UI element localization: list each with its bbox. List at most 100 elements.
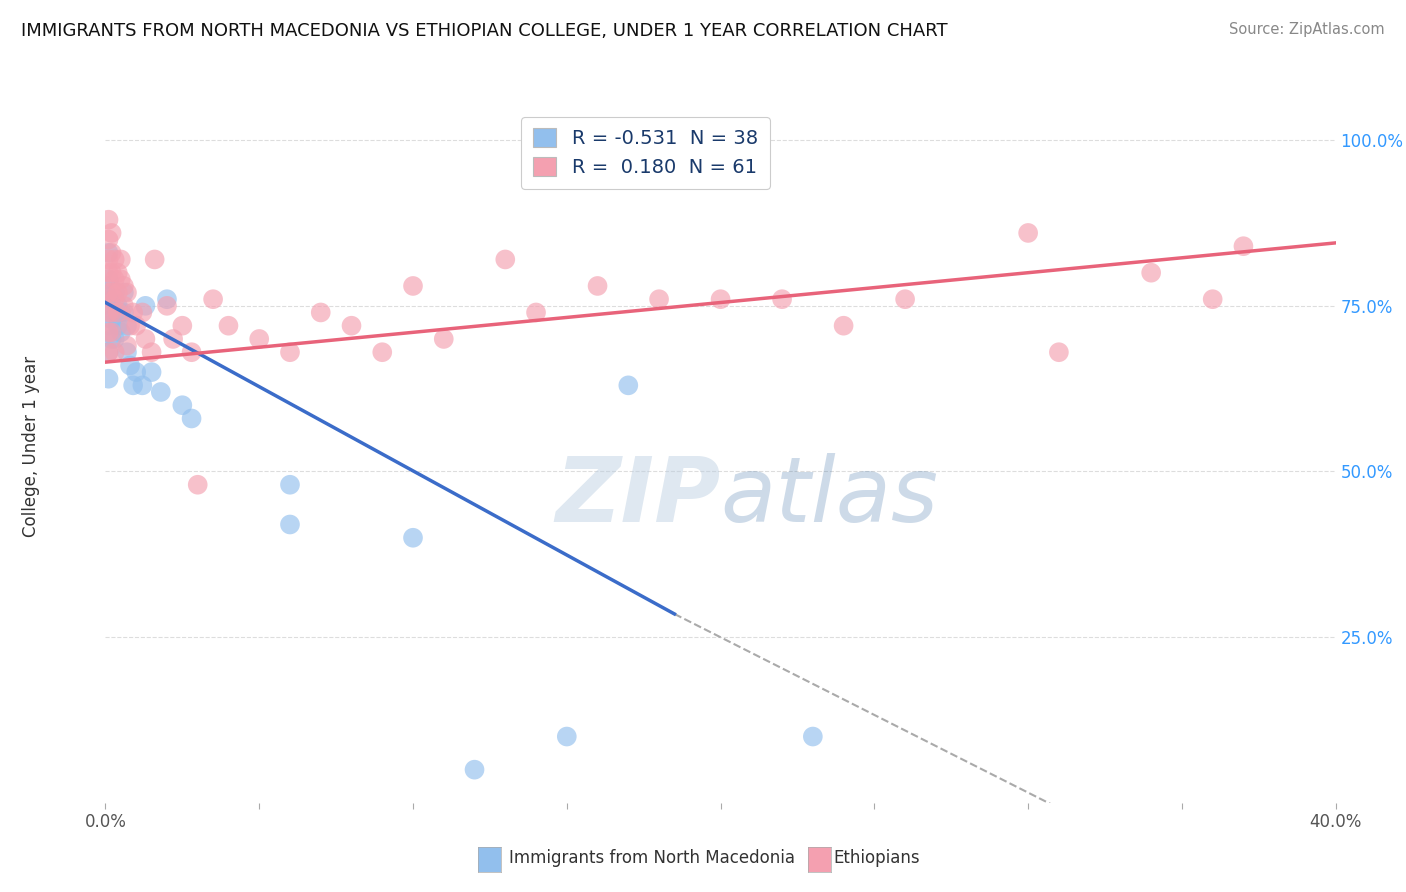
Point bbox=[110, 272, 132, 286]
Point bbox=[402, 531, 425, 545]
Point bbox=[107, 285, 129, 300]
Point bbox=[110, 252, 132, 267]
Point bbox=[710, 292, 733, 306]
Point bbox=[555, 730, 578, 744]
Point bbox=[149, 384, 172, 399]
Point bbox=[97, 272, 120, 286]
Text: IMMIGRANTS FROM NORTH MACEDONIA VS ETHIOPIAN COLLEGE, UNDER 1 YEAR CORRELATION C: IMMIGRANTS FROM NORTH MACEDONIA VS ETHIO… bbox=[21, 22, 948, 40]
Point bbox=[100, 226, 122, 240]
Point bbox=[110, 326, 132, 340]
Text: Source: ZipAtlas.com: Source: ZipAtlas.com bbox=[1229, 22, 1385, 37]
Point bbox=[110, 305, 132, 319]
Point bbox=[617, 378, 640, 392]
Point bbox=[278, 345, 301, 359]
Point bbox=[100, 332, 122, 346]
Point bbox=[104, 252, 127, 267]
Point bbox=[1017, 226, 1039, 240]
Point bbox=[648, 292, 671, 306]
Point bbox=[100, 326, 122, 340]
Point bbox=[104, 292, 127, 306]
Point bbox=[97, 233, 120, 247]
Point bbox=[100, 266, 122, 280]
Point bbox=[112, 305, 135, 319]
Point bbox=[586, 279, 609, 293]
Point bbox=[122, 305, 145, 319]
Point bbox=[278, 517, 301, 532]
Point bbox=[97, 305, 120, 319]
Point bbox=[172, 318, 194, 333]
Point bbox=[134, 299, 156, 313]
Point bbox=[100, 292, 122, 306]
Point bbox=[218, 318, 240, 333]
Point bbox=[107, 318, 129, 333]
Point bbox=[141, 345, 163, 359]
Point bbox=[112, 299, 135, 313]
Point bbox=[97, 326, 120, 340]
Point bbox=[131, 305, 153, 319]
Point bbox=[801, 730, 824, 744]
Point bbox=[120, 359, 141, 373]
Point bbox=[278, 477, 301, 491]
Point bbox=[1047, 345, 1070, 359]
Point bbox=[371, 345, 394, 359]
Point bbox=[115, 338, 138, 352]
Point bbox=[433, 332, 456, 346]
Point bbox=[120, 318, 141, 333]
Point bbox=[97, 372, 120, 386]
Point bbox=[402, 279, 425, 293]
Point bbox=[494, 252, 516, 267]
Point bbox=[340, 318, 363, 333]
Point bbox=[97, 299, 120, 313]
Point bbox=[100, 285, 122, 300]
Point bbox=[104, 332, 127, 346]
Point bbox=[134, 332, 156, 346]
Point bbox=[100, 305, 122, 319]
Point bbox=[122, 378, 145, 392]
Point bbox=[464, 763, 486, 777]
Point bbox=[104, 285, 127, 300]
Point bbox=[125, 365, 148, 379]
Point bbox=[832, 318, 855, 333]
Point bbox=[97, 318, 120, 333]
Point bbox=[180, 411, 202, 425]
Point bbox=[107, 299, 129, 313]
Point bbox=[1232, 239, 1254, 253]
Point bbox=[894, 292, 917, 306]
Text: atlas: atlas bbox=[721, 452, 939, 541]
Text: Immigrants from North Macedonia: Immigrants from North Macedonia bbox=[509, 849, 794, 867]
Point bbox=[97, 245, 120, 260]
Point bbox=[97, 266, 120, 280]
Point bbox=[172, 398, 194, 412]
Point bbox=[107, 266, 129, 280]
Point bbox=[162, 332, 184, 346]
Point bbox=[131, 378, 153, 392]
Point bbox=[524, 305, 547, 319]
Point bbox=[115, 285, 138, 300]
Text: Ethiopians: Ethiopians bbox=[834, 849, 921, 867]
Point bbox=[100, 312, 122, 326]
Point bbox=[156, 299, 179, 313]
Point bbox=[115, 318, 138, 333]
Point bbox=[1201, 292, 1223, 306]
Point bbox=[104, 272, 127, 286]
Point bbox=[97, 345, 120, 359]
Point bbox=[115, 345, 138, 359]
Point bbox=[112, 279, 135, 293]
Point bbox=[156, 292, 179, 306]
Point bbox=[97, 212, 120, 227]
Point bbox=[97, 345, 120, 359]
Legend: R = -0.531  N = 38, R =  0.180  N = 61: R = -0.531 N = 38, R = 0.180 N = 61 bbox=[522, 117, 769, 189]
Point bbox=[98, 279, 121, 293]
Text: College, Under 1 year: College, Under 1 year bbox=[22, 355, 39, 537]
Text: ZIP: ZIP bbox=[555, 452, 721, 541]
Point bbox=[104, 305, 127, 319]
Point bbox=[100, 245, 122, 260]
Point bbox=[97, 252, 120, 267]
Point bbox=[309, 305, 332, 319]
Point bbox=[107, 305, 129, 319]
Point bbox=[247, 332, 270, 346]
Point bbox=[104, 345, 127, 359]
Point bbox=[97, 285, 120, 300]
Point bbox=[187, 477, 209, 491]
Point bbox=[1140, 266, 1163, 280]
